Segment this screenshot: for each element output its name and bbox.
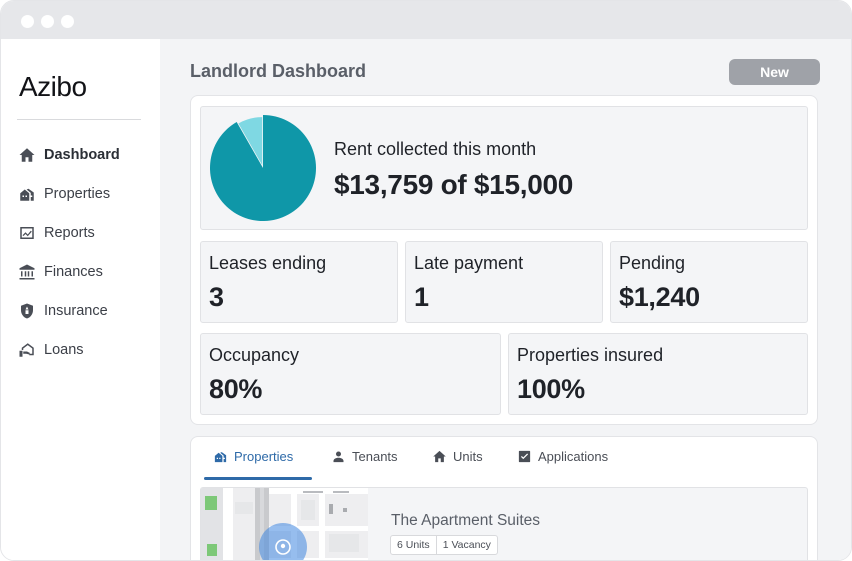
stat-value: $1,240	[619, 282, 700, 312]
property-listing-card[interactable]: The Apartment Suites 6 Units 1 Vacancy	[200, 487, 808, 561]
title-bar	[1, 1, 851, 39]
location-pin-icon	[275, 539, 291, 555]
stat-label: Leases ending	[209, 253, 327, 273]
rent-collected-label: Rent collected this month	[334, 139, 537, 159]
home-icon	[17, 146, 37, 164]
stat-value: 100%	[517, 374, 585, 404]
vacancy-badge: 1 Vacancy	[435, 536, 497, 554]
stat-label: Pending	[619, 253, 686, 273]
tab-applications[interactable]: Applications	[517, 449, 608, 464]
tab-label: Properties	[234, 449, 294, 464]
sidebar-item-loans[interactable]: Loans	[17, 330, 147, 369]
stat-label: Properties insured	[517, 345, 664, 365]
rent-collected-value: $13,759 of $15,000	[334, 169, 574, 200]
pie-slice-collected	[210, 115, 316, 221]
tab-label: Units	[453, 449, 483, 464]
property-badges: 6 Units 1 Vacancy	[390, 535, 498, 555]
sidebar-divider	[17, 119, 141, 120]
sidebar-item-dashboard[interactable]: Dashboard	[17, 135, 147, 174]
tab-properties[interactable]: Properties	[213, 449, 293, 464]
sidebar-item-reports[interactable]: Reports	[17, 213, 147, 252]
late-payment-card[interactable]: Late payment 1	[405, 241, 603, 323]
occupancy-card[interactable]: Occupancy 80%	[200, 333, 501, 415]
loan-icon	[17, 341, 37, 359]
shield-icon	[17, 302, 37, 320]
person-icon	[333, 451, 344, 463]
sidebar-nav: Dashboard Properties Reports Finances	[17, 135, 147, 369]
rent-collected-card[interactable]: Rent collected this month $13,759 of $15…	[200, 106, 808, 230]
window-dot	[21, 15, 34, 28]
main-content: Landlord Dashboard New Rent collected th…	[160, 39, 851, 561]
stat-value: 1	[414, 282, 429, 312]
stat-value: 3	[209, 282, 224, 312]
sidebar-item-label: Insurance	[44, 302, 108, 319]
pending-card[interactable]: Pending $1,240	[610, 241, 808, 323]
sidebar-item-insurance[interactable]: Insurance	[17, 291, 147, 330]
properties-insured-card[interactable]: Properties insured 100%	[508, 333, 808, 415]
rent-pie-chart	[210, 115, 316, 221]
new-button[interactable]: New	[729, 59, 820, 85]
window-dot	[61, 15, 74, 28]
window-dot	[41, 15, 54, 28]
page-title: Landlord Dashboard	[190, 61, 367, 81]
properties-icon	[214, 452, 227, 463]
stat-value: 80%	[209, 374, 263, 404]
sidebar-item-label: Reports	[44, 224, 95, 241]
home-icon	[433, 450, 446, 463]
sidebar-item-properties[interactable]: Properties	[17, 174, 147, 213]
tab-label: Applications	[538, 449, 609, 464]
property-map[interactable]	[201, 488, 368, 561]
stat-label: Occupancy	[209, 345, 300, 365]
stat-label: Late payment	[414, 253, 524, 273]
sidebar-item-finances[interactable]: Finances	[17, 252, 147, 291]
pie-slice-remaining	[238, 117, 263, 166]
bank-icon	[17, 263, 37, 281]
properties-icon	[17, 185, 37, 203]
sidebar-item-label: Properties	[44, 185, 111, 202]
tab-tenants[interactable]: Tenants	[331, 449, 398, 464]
sidebar-item-label: Finances	[44, 263, 103, 280]
tab-label: Tenants	[352, 449, 398, 464]
tab-units[interactable]: Units	[432, 449, 483, 464]
stats-panel: Rent collected this month $13,759 of $15…	[190, 95, 818, 425]
units-badge: 6 Units	[397, 539, 430, 551]
app-logo[interactable]: Azibo	[19, 71, 87, 102]
property-name[interactable]: The Apartment Suites	[391, 512, 541, 529]
sidebar-item-label: Loans	[44, 341, 84, 358]
leases-ending-card[interactable]: Leases ending 3	[200, 241, 398, 323]
sidebar: Azibo Dashboard Properties Reports	[1, 39, 160, 560]
reports-icon	[17, 224, 37, 242]
sidebar-item-label: Dashboard	[44, 146, 120, 163]
checkbox-icon	[518, 450, 531, 463]
tabs-panel: Properties Tenants Units Applications	[190, 436, 818, 561]
active-tab-indicator	[204, 477, 312, 480]
